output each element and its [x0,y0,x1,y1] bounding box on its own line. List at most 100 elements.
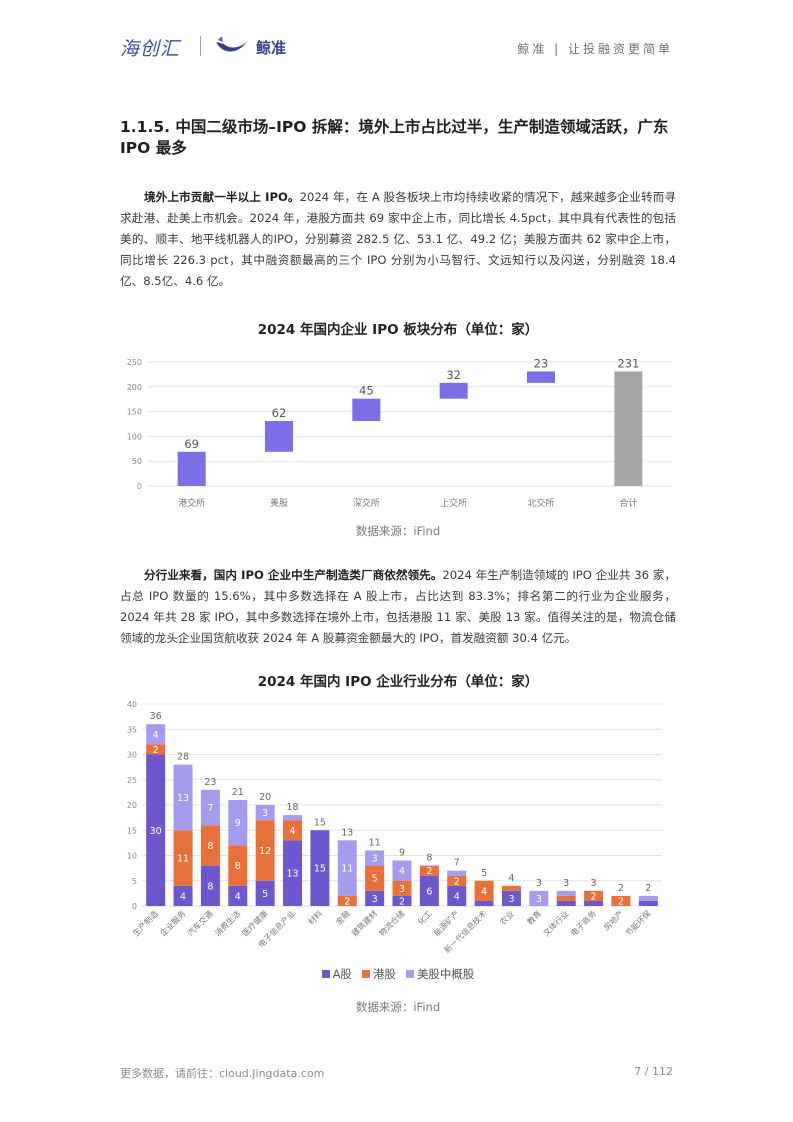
page-number: 7 / 112 [634,1065,673,1078]
legend-item: 港股 [361,966,396,982]
x-tick-label: 建筑建材 [349,908,379,938]
stacked-bar-segment [228,799,248,846]
x-tick-label: 教育 [525,908,543,926]
segment-label: 11 [177,854,189,865]
stacked-bar-segment [392,895,412,906]
y-tick-label: 5 [132,877,137,886]
segment-label: 3 [372,854,378,865]
segment-label: 12 [259,846,271,857]
stacked-bar-segment [200,789,220,826]
jingzhun-logo: 鲸准 [256,39,287,57]
stacked-bar-segment [228,885,248,906]
chart1-title: 2024 年国内企业 IPO 板块分布（单位：家） [257,322,539,338]
haichuanghui-logo: 海创汇 [120,38,181,60]
legend-label: 港股 [372,967,396,981]
stacked-bar-segment [556,900,576,906]
segment-label: 6 [426,886,432,897]
stacked-bar-segment [447,875,467,886]
x-tick-label: 深交所 [353,497,380,509]
logo-divider [200,36,201,56]
stacked-bar-segment [584,900,604,906]
total-label: 9 [399,848,405,859]
y-tick-label: 100 [127,432,142,441]
x-tick-label: 电子商务 [568,908,598,938]
y-tick-label: 250 [127,358,142,367]
waterfall-bar [439,382,468,399]
x-tick-label: 北交所 [527,497,554,509]
x-tick-label: 合计 [619,497,637,509]
x-tick-label: 农业 [498,908,516,926]
segment-label: 8 [207,841,213,852]
segment-label: 3 [372,894,378,905]
segment-label: 4 [399,866,405,877]
y-tick-label: 20 [127,801,137,810]
total-label: 13 [341,827,353,838]
segment-label: 9 [235,818,241,829]
segment-label: 11 [341,864,353,875]
segment-label: 8 [207,881,213,892]
stacked-bar-segment [283,840,303,906]
total-label: 8 [426,853,432,864]
total-label: 18 [286,802,298,813]
data-label: 69 [184,437,199,451]
segment-label: 5 [262,889,268,900]
stacked-bar-segment [419,875,439,906]
y-tick-label: 15 [127,826,137,835]
stacked-bar-segment [584,890,604,901]
segment-label: 15 [314,864,326,875]
chart2-title: 2024 年国内 IPO 企业行业分布（单位：家） [257,674,539,690]
x-tick-label: 房地产 [601,908,625,932]
total-label: 36 [150,711,162,722]
x-tick-label: 物流仓储 [377,908,407,938]
stacked-bar-segment [392,860,412,881]
segment-label: 8 [235,861,241,872]
stacked-bar-segment [365,890,385,906]
board-distribution-chart: 0 50 100 150 200 250 69 港交所 62 美股 45 深交所 32 上交所 23 北交所 2… [127,356,672,509]
stacked-bar-segment [337,840,357,896]
total-label: 2 [645,883,651,894]
header-slogan: 鲸准 | 让投融资更简单 [517,42,673,56]
x-tick-label: 材料 [306,908,324,926]
stacked-bar-segment [173,764,193,831]
legend-item: A股 [321,966,352,982]
y-tick-label: 150 [127,408,142,417]
stacked-bar-segment [200,865,220,906]
x-tick-label: 文体行业 [541,908,571,938]
stacked-bar-segment [255,820,275,881]
waterfall-bar [265,421,293,452]
data-label: 231 [617,356,639,370]
stacked-bar-segment [283,815,303,821]
stacked-bar-segment [447,870,467,876]
x-tick-label: 金融 [333,908,351,926]
total-label: 3 [591,878,597,889]
stacked-bar-segment [310,830,330,906]
total-label: 5 [481,868,487,879]
industry-distribution-chart: 0510152025303540302436生产制造4111328企业服务887… [127,700,662,955]
segment-label: 3 [536,894,542,905]
total-label: 7 [454,858,460,869]
stacked-bar-segment [146,744,166,755]
stacked-bar-segment [474,880,494,901]
waterfall-bar [177,451,206,486]
chart1-source: 数据来源：iFind [355,524,441,538]
y-tick-label: 50 [132,457,142,466]
total-label: 15 [314,817,326,828]
segment-label: 13 [286,869,298,880]
footer-link[interactable]: 更多数据，请前往：cloud.Jingdata.com [120,1067,325,1080]
segment-label: 7 [207,803,213,814]
stacked-bar-segment [611,895,631,906]
stacked-bar-segment [255,880,275,906]
stacked-bar-segment [447,885,467,906]
legend-swatch [405,970,414,978]
segment-label: 13 [177,793,189,804]
waterfall-bar [352,398,381,422]
x-tick-label: 上交所 [440,497,467,509]
x-tick-label: 企业服务 [158,908,188,938]
segment-label: 4 [481,886,487,897]
legend-swatch [321,970,330,978]
paragraph-industry: 分行业来看，国内 IPO 企业中生产制造类厂商依然领先。2024 年生产制造领域… [120,565,676,649]
y-tick-label: 0 [132,902,137,911]
stacked-bar-segment [173,885,193,906]
total-label: 3 [536,878,542,889]
y-tick-label: 25 [127,776,137,785]
